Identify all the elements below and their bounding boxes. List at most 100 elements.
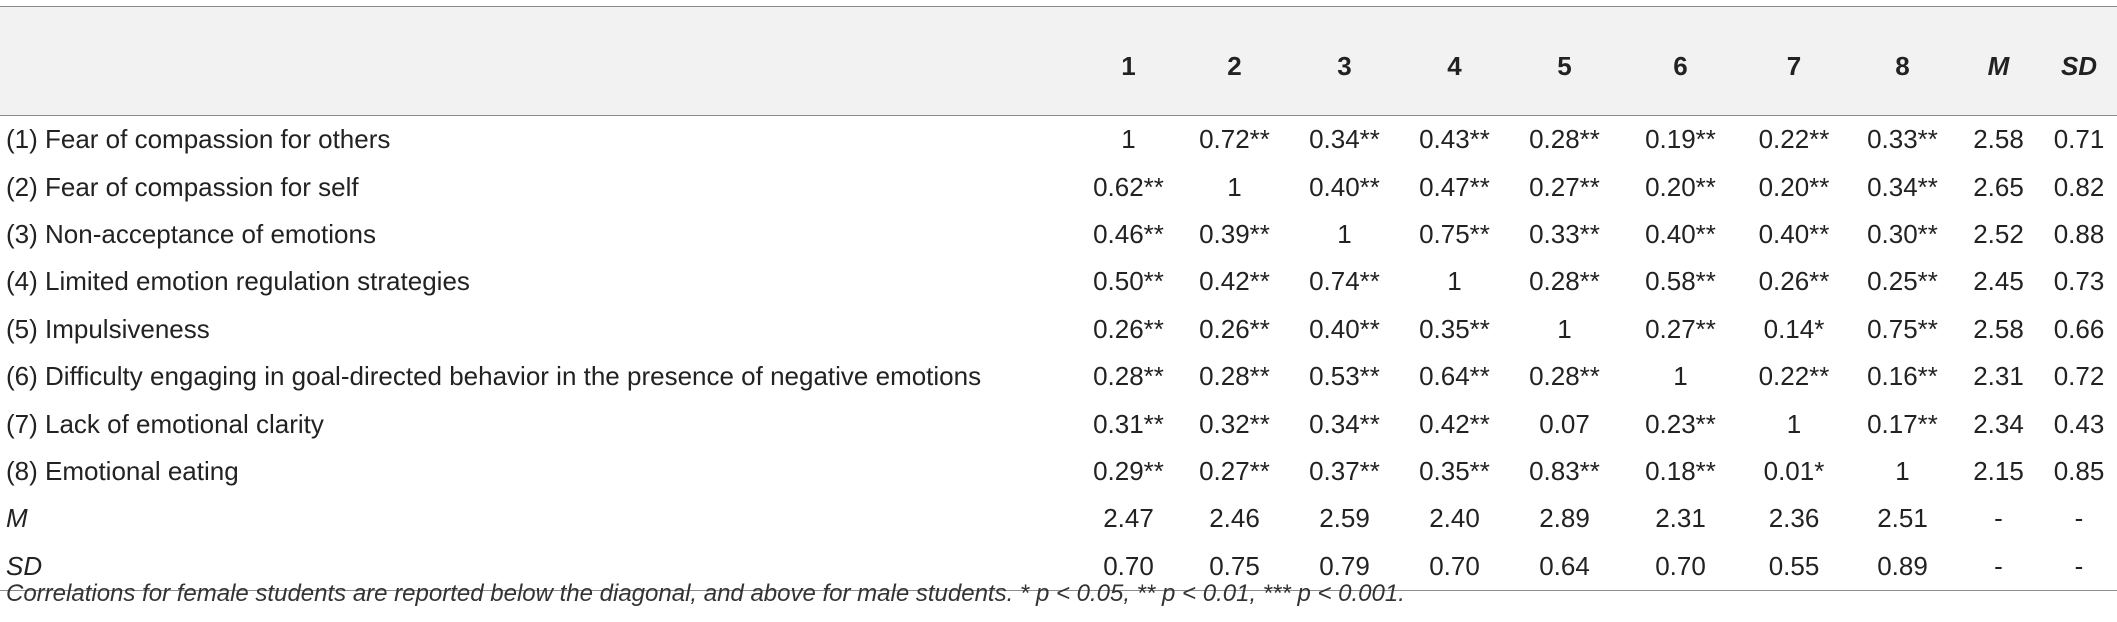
table-cell: - — [1994, 503, 2003, 534]
table-cell: 0.75** — [1867, 313, 1938, 344]
table-cell: 2.36 — [1768, 503, 1820, 534]
table-cell: 0.64** — [1419, 361, 1490, 392]
table-cell: 0.20** — [1758, 171, 1830, 202]
row-label: (6) Difficulty engaging in goal-directed… — [6, 361, 982, 392]
table-cell: 0.50** — [1093, 266, 1164, 297]
table-cell: 0.28** — [1529, 124, 1600, 155]
table-cell: 0.85 — [2053, 455, 2105, 486]
table-cell: 1 — [1557, 313, 1572, 344]
row-label: (5) Impulsiveness — [6, 313, 210, 344]
table-cell: 0.14* — [1763, 313, 1825, 344]
table-cell: 0.47** — [1419, 171, 1490, 202]
table-cell: 0.55 — [1768, 550, 1820, 581]
table-cell: 0.29** — [1093, 455, 1164, 486]
table-cell: 0.88 — [2053, 218, 2105, 249]
table-cell: 0.32** — [1199, 408, 1270, 439]
table-cell: 0.75 — [1209, 550, 1260, 581]
table-cell: 0.83** — [1529, 455, 1600, 486]
table-cell: 0.01* — [1763, 455, 1825, 486]
table-header-row: 1 2 3 4 5 6 7 8 M SD — [0, 6, 2117, 116]
header-cell-3: 3 — [1337, 50, 1352, 81]
header-cell-4: 4 — [1447, 50, 1462, 81]
table-cell: 0.26** — [1758, 266, 1830, 297]
table-cell: 0.62** — [1093, 171, 1164, 202]
table-cell: 0.75** — [1419, 218, 1490, 249]
table-cell: 0.28** — [1529, 266, 1600, 297]
table-cell: 1 — [1337, 218, 1352, 249]
table-cell: 0.58** — [1645, 266, 1716, 297]
table-cell: 2.31 — [1973, 361, 2024, 392]
table-cell: 0.70 — [1429, 550, 1480, 581]
table-cell: 2.51 — [1877, 503, 1928, 534]
row-label: (1) Fear of compassion for others — [6, 124, 391, 155]
table-cell: 0.33** — [1867, 124, 1938, 155]
table-cell: 0.18** — [1645, 455, 1716, 486]
table-row-mean: M 2.47 2.46 2.59 2.40 2.89 2.31 2.36 2.5… — [0, 495, 2117, 542]
table-cell: 0.20** — [1645, 171, 1716, 202]
row-label: (4) Limited emotion regulation strategie… — [6, 266, 470, 297]
table-cell: 0.42** — [1199, 266, 1270, 297]
header-cell-7: 7 — [1786, 50, 1802, 81]
table-cell: 0.43 — [2053, 408, 2105, 439]
table-cell: 2.59 — [1319, 503, 1370, 534]
header-cell-1: 1 — [1121, 50, 1136, 81]
table-cell: 0.42** — [1419, 408, 1490, 439]
table-cell: 0.64 — [1539, 550, 1590, 581]
table-cell: 0.34** — [1867, 171, 1938, 202]
table-cell: 0.34** — [1309, 408, 1380, 439]
table-cell: 0.28** — [1199, 361, 1270, 392]
table-row: (1) Fear of compassion for others 1 0.72… — [0, 116, 2117, 164]
header-cell-sd: SD — [2060, 50, 2098, 81]
table-cell: 2.45 — [1973, 266, 2024, 297]
row-label: (2) Fear of compassion for self — [6, 171, 359, 202]
table-row: (4) Limited emotion regulation strategie… — [0, 258, 2117, 305]
table-cell: 0.27** — [1199, 455, 1270, 486]
table-row: (5) Impulsiveness 0.26** 0.26** 0.40** 0… — [0, 306, 2117, 353]
table-cell: 2.58 — [1973, 313, 2024, 344]
table-cell: 2.47 — [1103, 503, 1154, 534]
table-cell: 0.22** — [1758, 124, 1830, 155]
table-cell: 2.34 — [1973, 408, 2024, 439]
table-cell: 1 — [1447, 266, 1462, 297]
table-cell: 0.46** — [1093, 218, 1164, 249]
table-row: (8) Emotional eating 0.29** 0.27** 0.37*… — [0, 448, 2117, 495]
table-cell: 0.43** — [1419, 124, 1490, 155]
header-cell-label — [0, 7, 1075, 116]
table-cell: 0.31** — [1093, 408, 1164, 439]
table-cell: 2.58 — [1973, 124, 2024, 155]
table-cell: 0.35** — [1419, 455, 1490, 486]
table-cell: 0.72** — [1199, 124, 1270, 155]
row-label: SD — [6, 550, 43, 581]
table-footnote: Correlations for female students are rep… — [6, 580, 1405, 607]
table-cell: 1 — [1227, 171, 1242, 202]
table-cell: 2.89 — [1539, 503, 1590, 534]
header-cell-6: 6 — [1673, 50, 1688, 81]
table-cell: 0.89 — [1877, 550, 1928, 581]
table-cell: 0.27** — [1645, 313, 1716, 344]
correlation-table: 1 2 3 4 5 6 7 8 M SD (1) Fear of compass… — [0, 6, 2117, 591]
table-cell: 0.71 — [2053, 124, 2105, 155]
table-cell: 0.16** — [1867, 361, 1938, 392]
table-cell: 2.31 — [1655, 503, 1706, 534]
header-cell-8: 8 — [1895, 50, 1910, 81]
table-cell: 0.73 — [2053, 266, 2105, 297]
table-cell: 1 — [1786, 408, 1802, 439]
table-cell: - — [1994, 550, 2003, 581]
table-row: (6) Difficulty engaging in goal-directed… — [0, 353, 2117, 400]
table-cell: 0.30** — [1867, 218, 1938, 249]
table-row: (2) Fear of compassion for self 0.62** 1… — [0, 163, 2117, 210]
row-label: (3) Non-acceptance of emotions — [6, 218, 376, 249]
table-cell: 0.28** — [1093, 361, 1164, 392]
table-cell: 0.26** — [1199, 313, 1270, 344]
table-cell: 0.37** — [1309, 455, 1380, 486]
table-cell: 0.28** — [1529, 361, 1600, 392]
row-label: (8) Emotional eating — [6, 455, 239, 486]
table-cell: 0.79 — [1319, 550, 1370, 581]
row-label: M — [6, 503, 28, 534]
table-cell: 0.40** — [1309, 313, 1380, 344]
table-row-sd: SD 0.70 0.75 0.79 0.70 0.64 0.70 0.55 0.… — [0, 543, 2117, 591]
table-cell: 0.17** — [1867, 408, 1938, 439]
table-cell: 2.15 — [1973, 455, 2024, 486]
table-cell: - — [2074, 503, 2084, 534]
